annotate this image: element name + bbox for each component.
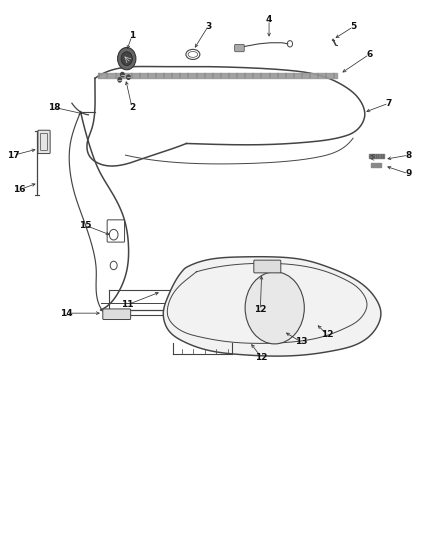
Text: 2: 2	[129, 103, 135, 112]
Text: 13: 13	[295, 337, 307, 346]
Text: 11: 11	[121, 300, 134, 309]
Text: 7: 7	[385, 99, 392, 108]
Text: 1: 1	[129, 31, 135, 41]
Circle shape	[118, 78, 121, 82]
Text: 8: 8	[405, 151, 411, 160]
Circle shape	[121, 52, 132, 66]
Polygon shape	[163, 257, 381, 356]
Text: 12: 12	[255, 353, 268, 362]
FancyBboxPatch shape	[38, 130, 50, 154]
Text: 9: 9	[405, 169, 412, 178]
Circle shape	[117, 47, 136, 70]
Text: 15: 15	[79, 221, 91, 230]
FancyBboxPatch shape	[103, 309, 131, 319]
Circle shape	[120, 72, 124, 77]
Text: 18: 18	[48, 103, 61, 112]
FancyBboxPatch shape	[254, 260, 281, 273]
Text: 14: 14	[60, 309, 73, 318]
Text: 12: 12	[321, 330, 333, 339]
FancyBboxPatch shape	[235, 44, 244, 52]
Text: 4: 4	[266, 15, 272, 25]
Circle shape	[245, 272, 304, 344]
Text: 5: 5	[350, 22, 356, 31]
Circle shape	[127, 75, 130, 79]
Text: 6: 6	[366, 50, 372, 59]
Text: 17: 17	[7, 151, 20, 160]
Text: 12: 12	[254, 305, 267, 314]
Text: 3: 3	[205, 22, 211, 31]
Text: 16: 16	[14, 185, 26, 194]
